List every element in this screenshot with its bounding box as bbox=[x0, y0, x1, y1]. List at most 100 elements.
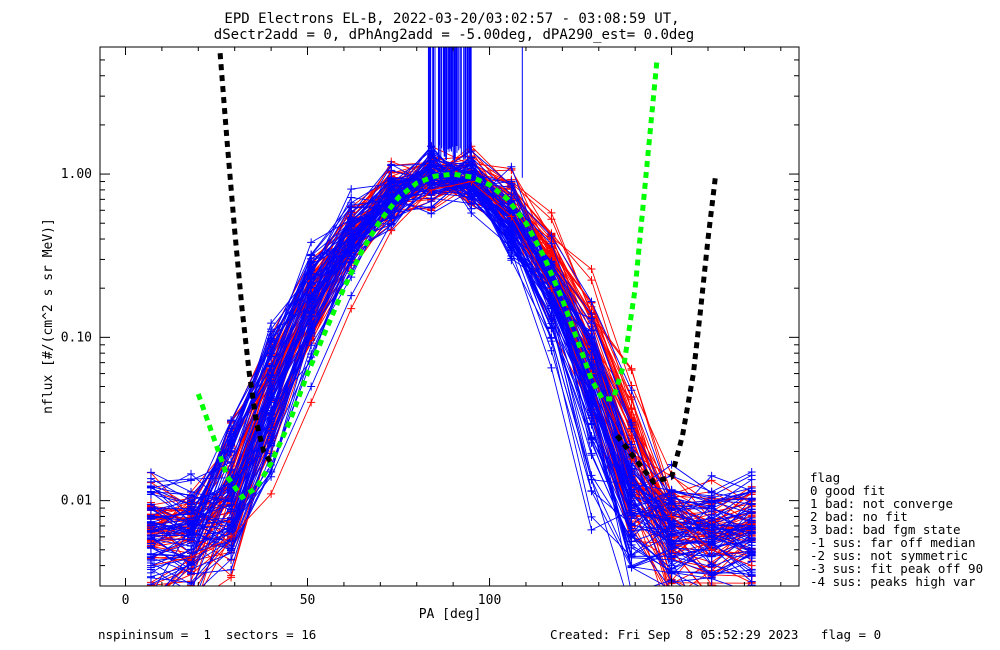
trace-point bbox=[187, 545, 196, 554]
trace-point bbox=[187, 496, 196, 505]
trace-point bbox=[187, 588, 195, 596]
trace-point bbox=[187, 594, 195, 602]
trace-point bbox=[747, 495, 756, 504]
trace-point bbox=[747, 545, 756, 554]
trace-point bbox=[747, 475, 756, 484]
trace-point bbox=[627, 521, 636, 530]
trace-line bbox=[150, 160, 752, 519]
flag-legend-title: flag bbox=[810, 470, 840, 485]
trace-point bbox=[307, 257, 316, 266]
trace-point bbox=[587, 400, 596, 409]
trace-point bbox=[267, 389, 276, 398]
trace-point bbox=[547, 232, 556, 241]
trace-point bbox=[187, 521, 196, 530]
trace-point bbox=[747, 468, 756, 477]
trace-point bbox=[547, 363, 556, 372]
trace-point bbox=[427, 181, 436, 190]
flag-legend-item: 1 bad: not converge bbox=[810, 496, 953, 511]
trace-point bbox=[467, 209, 476, 218]
trace-point bbox=[307, 341, 316, 350]
trace-point bbox=[587, 276, 596, 285]
trace-point bbox=[347, 304, 356, 313]
trace-point bbox=[708, 594, 716, 602]
trace-point bbox=[547, 295, 556, 304]
trace-point bbox=[227, 573, 236, 582]
trace-point bbox=[587, 420, 596, 429]
trace-point bbox=[267, 373, 276, 382]
trace-point bbox=[667, 519, 676, 528]
trace-point bbox=[187, 588, 195, 596]
trace-point bbox=[307, 320, 316, 329]
trace-line bbox=[150, 169, 752, 532]
trace-point bbox=[587, 314, 596, 323]
x-tick-label: 150 bbox=[660, 593, 683, 608]
trace-point bbox=[267, 434, 276, 443]
trace-point bbox=[587, 340, 596, 349]
trace-point bbox=[547, 239, 556, 248]
trace-point bbox=[187, 560, 196, 569]
trace-point bbox=[587, 438, 596, 447]
trace-point bbox=[347, 185, 356, 194]
trace-point bbox=[587, 525, 596, 534]
chart-title-line1: EPD Electrons EL-B, 2022-03-20/03:02:57 … bbox=[224, 11, 679, 27]
trace-point bbox=[708, 600, 716, 608]
trace-point bbox=[267, 361, 276, 370]
trace-point bbox=[146, 474, 155, 483]
trace-point bbox=[587, 451, 596, 460]
trace-point bbox=[147, 605, 155, 613]
trace-point bbox=[147, 598, 155, 606]
trace-point bbox=[667, 552, 676, 561]
trace-point bbox=[707, 496, 716, 505]
trace-point bbox=[387, 219, 396, 228]
footer-right: Created: Fri Sep 8 05:52:29 2023 flag = … bbox=[550, 627, 881, 642]
trace-point bbox=[507, 231, 516, 240]
trace-point bbox=[627, 481, 636, 490]
trace-line bbox=[151, 177, 752, 531]
trace-point bbox=[507, 179, 516, 188]
trace-point bbox=[267, 489, 276, 498]
trace-line bbox=[201, 170, 670, 586]
trace-line bbox=[150, 192, 752, 526]
plot-data-layer bbox=[146, 47, 756, 618]
flag-legend-item: -1 sus: far off median bbox=[810, 535, 976, 550]
trace-point bbox=[747, 505, 756, 514]
green-dashed-curve bbox=[195, 59, 660, 501]
x-tick-label: 0 bbox=[122, 593, 130, 608]
flag-legend: 0 good fit 1 bad: not converge 2 bad: no… bbox=[810, 483, 983, 589]
trace-point bbox=[747, 581, 756, 586]
trace-point bbox=[467, 186, 476, 195]
chart-title-line2: dSectr2add = 0, dPhAng2add = -5.00deg, d… bbox=[214, 27, 694, 43]
trace-point bbox=[147, 607, 155, 615]
trace-point bbox=[267, 325, 276, 334]
trace-point bbox=[147, 603, 155, 611]
x-tick-label: 100 bbox=[478, 593, 501, 608]
trace-point bbox=[748, 609, 756, 617]
trace-point bbox=[347, 239, 356, 248]
trace-point bbox=[748, 610, 756, 618]
flag-legend-item: 3 bad: bad fgm state bbox=[810, 522, 961, 537]
trace-point bbox=[307, 398, 316, 407]
trace-point bbox=[227, 532, 236, 541]
trace-point bbox=[347, 215, 356, 224]
trace-point bbox=[587, 359, 596, 368]
trace-point bbox=[427, 209, 436, 218]
blue-trace bbox=[146, 166, 756, 536]
trace-point bbox=[667, 491, 676, 500]
trace-point bbox=[587, 487, 596, 496]
y-tick-label: 0.10 bbox=[61, 330, 92, 345]
trace-point bbox=[387, 226, 396, 235]
trace-point bbox=[467, 162, 476, 171]
trace-point bbox=[227, 555, 236, 564]
trace-point bbox=[387, 179, 396, 188]
trace-point bbox=[307, 308, 316, 317]
trace-point bbox=[708, 594, 716, 602]
trace-point bbox=[227, 458, 236, 467]
plot-frame bbox=[99, 46, 800, 587]
trace-point bbox=[707, 562, 716, 571]
trace-line bbox=[150, 172, 752, 542]
trace-point bbox=[147, 590, 155, 598]
trace-point bbox=[227, 444, 236, 453]
trace-point bbox=[146, 487, 155, 496]
trace-point bbox=[547, 346, 556, 355]
